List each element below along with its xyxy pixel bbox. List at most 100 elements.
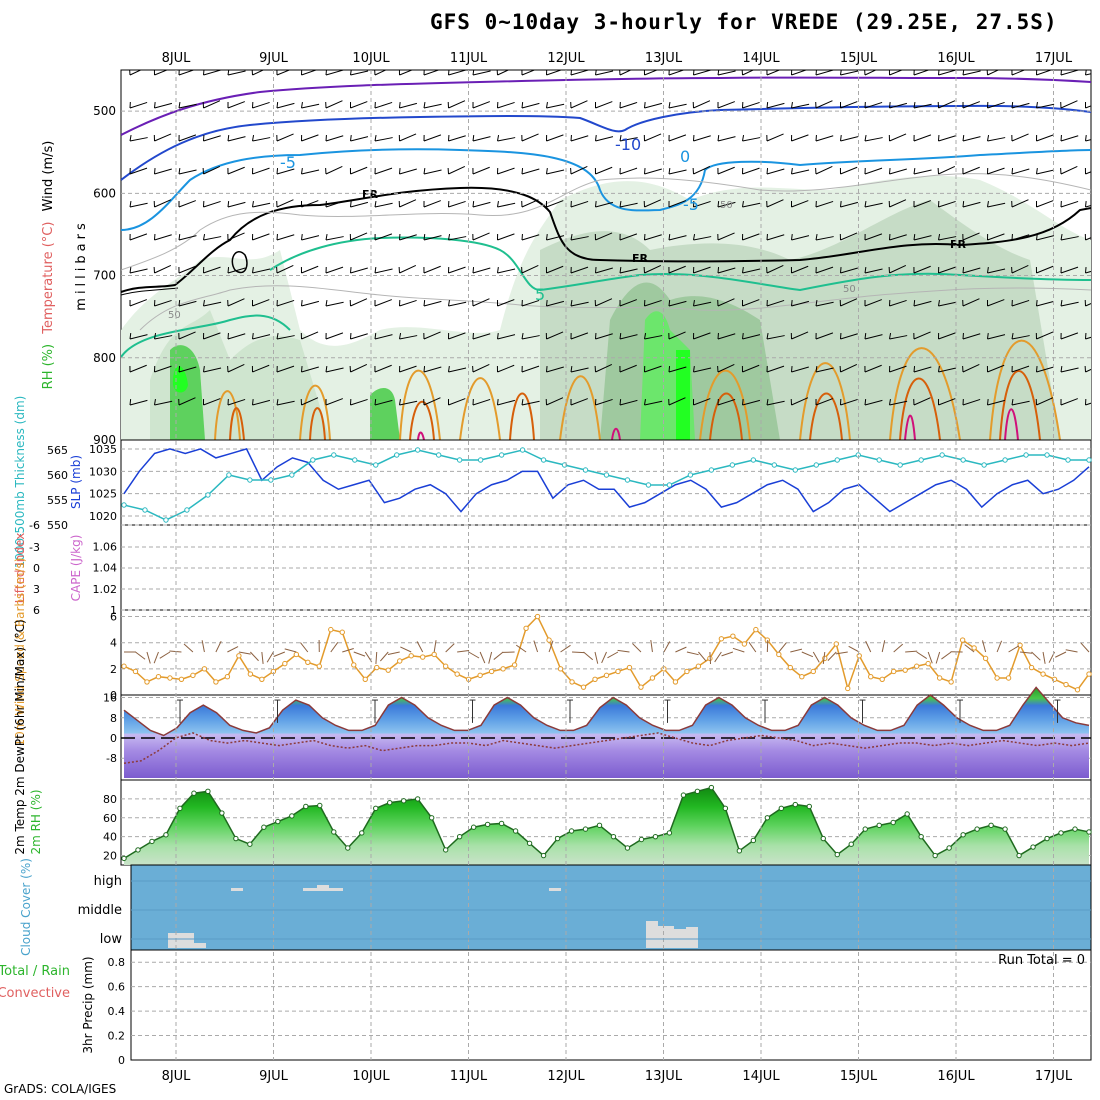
wind-speed-point [1051, 676, 1058, 683]
rh-point [1002, 826, 1008, 832]
surface-wind-barb [183, 643, 194, 653]
wind-barb [398, 199, 417, 208]
wind-barb [987, 101, 1005, 109]
rh-point [582, 826, 589, 832]
wind-speed-point [672, 679, 679, 685]
wind-barb [619, 135, 638, 142]
rh-point [680, 792, 687, 798]
wind-barb [717, 298, 735, 307]
wind-barb [913, 200, 931, 208]
day-label-top: 14JUL [742, 51, 780, 66]
wind-barb [840, 332, 858, 340]
wind-barb [741, 364, 760, 373]
surface-wind-barb [594, 651, 599, 664]
wind-barb [913, 134, 932, 142]
wind-barb [791, 70, 808, 76]
wind-barb [374, 101, 393, 109]
wind-barb [497, 398, 516, 406]
wind-barb [325, 200, 344, 208]
rh-area [124, 787, 1089, 865]
wind-barb [153, 264, 172, 274]
day-label-bottom: 12JUL [547, 1069, 585, 1084]
surface-wind-barb [353, 651, 366, 657]
wind-barb [790, 397, 809, 406]
wind-barb [1084, 167, 1091, 175]
surface-wind-barb [400, 646, 412, 653]
wind-barb [864, 299, 882, 307]
wind-barb [742, 233, 760, 241]
slp-line [123, 448, 1090, 513]
wind-barb [448, 398, 466, 406]
surface-wind-barb [698, 651, 707, 662]
wind-barb [546, 365, 564, 373]
wind-barb [791, 200, 809, 208]
wind-barb [472, 332, 491, 340]
wind-barb [570, 332, 589, 340]
wind-barb [962, 398, 981, 406]
wind-barb [546, 167, 565, 175]
wind-barb [668, 397, 686, 406]
rh-point [778, 805, 785, 812]
wind-barb [938, 266, 956, 274]
contour-label-fr-2: FR [632, 252, 649, 265]
rh-point [792, 801, 799, 808]
day-label-top: 8JUL [162, 51, 192, 66]
thickness-point [310, 457, 316, 463]
wind-barb [717, 398, 736, 406]
temp-line [123, 686, 1090, 737]
wind-barb [252, 233, 270, 241]
wind-speed-point [167, 675, 173, 681]
surface-wind-barb [342, 648, 354, 653]
rh-point [121, 855, 127, 862]
wind-speed-point [1074, 687, 1081, 693]
surface-wind-barb [250, 651, 259, 662]
wind-barb [546, 200, 564, 208]
precip-panel [131, 961, 1091, 1037]
surface-wind-barb [261, 651, 264, 664]
cloud-tick-label: high [94, 874, 122, 889]
wind-barb [791, 299, 810, 307]
wind-barb [325, 70, 344, 76]
thickness-point [897, 462, 903, 468]
wind-barb [178, 265, 196, 274]
wind-barb [252, 266, 271, 274]
upper-air-axis-title: RH (%) Temperature (°C) Wind (m/s) [41, 141, 56, 390]
rh-point [736, 848, 743, 854]
wind-barb [693, 332, 711, 340]
wind-barb [1085, 70, 1091, 76]
contour-label-fr-1: FR [362, 188, 379, 201]
surface-wind-barb [663, 641, 671, 653]
surface-wind-barb [848, 645, 860, 653]
contour-label-50-c: 50 [720, 200, 733, 211]
wind-barb [399, 299, 417, 307]
wind-barb [276, 398, 295, 406]
pressure-tick-label: 500 [93, 104, 116, 118]
wind-barb [1085, 200, 1091, 208]
wind-barb [742, 167, 760, 175]
wind-barb [374, 233, 393, 241]
wind-barb [766, 299, 785, 307]
surface-wind-barb [812, 651, 820, 663]
surface-wind-barb [927, 651, 933, 664]
surface-wind-barb [330, 641, 339, 653]
wind-speed-point [419, 654, 426, 660]
wind-barb [1035, 397, 1054, 406]
wind-speed-point [936, 675, 943, 681]
wind-speed-point [902, 667, 908, 673]
rh-point [135, 847, 141, 853]
surface-wind-barb [266, 651, 274, 663]
wind-barb [962, 166, 980, 175]
wind-barb [276, 333, 295, 340]
wind-speed-point [488, 668, 495, 675]
wind-barb [1036, 167, 1055, 175]
wind-speed-point [684, 668, 690, 675]
wind-barb [741, 70, 755, 76]
thickness-point [268, 477, 274, 483]
day-label-bottom: 9JUL [259, 1069, 289, 1084]
surface-wind-barb [601, 651, 607, 664]
wind-speed-point [845, 685, 851, 692]
wind-speed-point [328, 626, 334, 633]
wind-barb [252, 299, 270, 307]
wind-barb [840, 101, 858, 109]
wind-barb [717, 332, 736, 340]
